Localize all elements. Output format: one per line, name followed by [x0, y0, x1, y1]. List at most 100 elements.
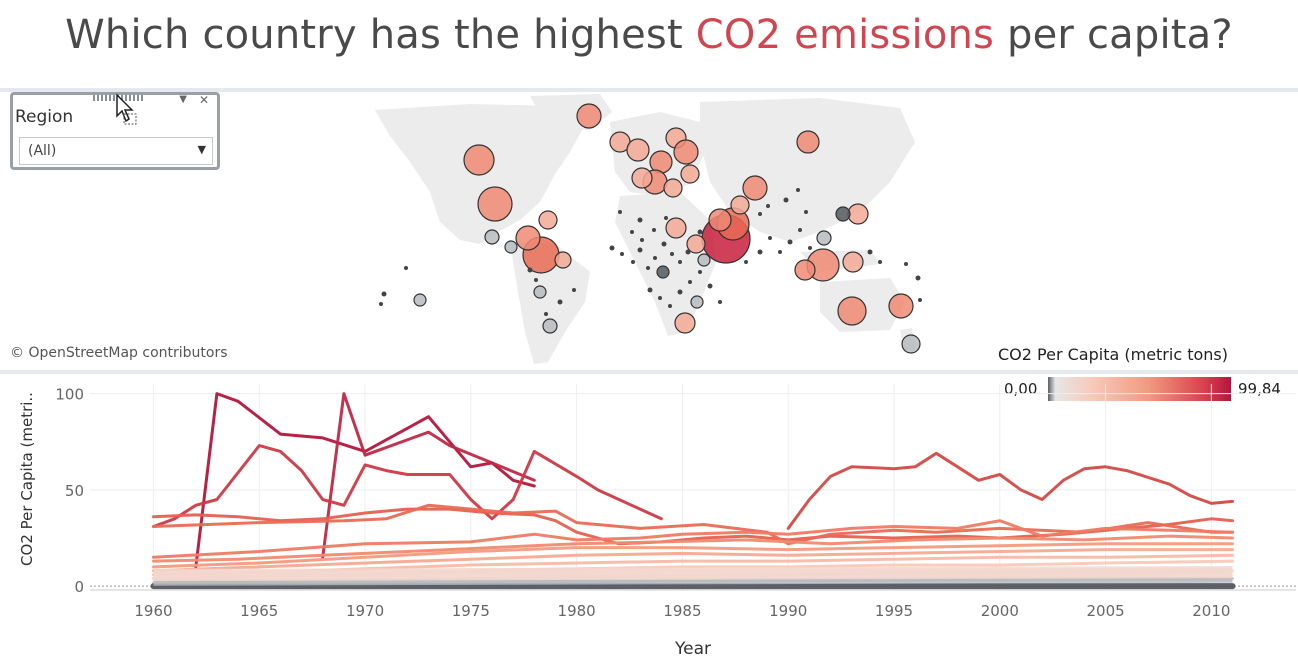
series-line[interactable] — [152, 444, 663, 528]
country-marker[interactable] — [778, 250, 782, 254]
country-marker[interactable] — [653, 256, 657, 260]
country-marker[interactable] — [837, 296, 867, 326]
country-marker[interactable] — [544, 312, 548, 316]
series-line[interactable] — [153, 569, 1233, 575]
country-marker[interactable] — [533, 285, 547, 299]
country-marker[interactable] — [557, 299, 563, 305]
country-marker[interactable] — [757, 249, 763, 255]
country-marker[interactable] — [835, 206, 851, 222]
country-marker[interactable] — [620, 252, 624, 256]
country-markers[interactable] — [379, 103, 922, 354]
country-marker[interactable] — [796, 130, 820, 154]
series-line[interactable] — [152, 542, 1234, 569]
country-marker[interactable] — [572, 288, 576, 292]
series-line[interactable] — [321, 392, 536, 559]
country-marker[interactable] — [808, 246, 812, 250]
country-marker[interactable] — [661, 241, 667, 247]
country-marker[interactable] — [888, 293, 914, 319]
country-marker[interactable] — [404, 266, 408, 270]
country-marker[interactable] — [798, 228, 802, 232]
country-marker[interactable] — [542, 318, 558, 334]
country-marker[interactable] — [647, 287, 653, 293]
country-marker[interactable] — [744, 260, 748, 264]
series-line[interactable] — [152, 548, 1234, 573]
country-marker[interactable] — [783, 197, 789, 203]
country-marker[interactable] — [677, 289, 683, 295]
country-marker[interactable] — [663, 178, 683, 198]
country-marker[interactable] — [652, 228, 656, 232]
series-line[interactable] — [786, 451, 1234, 530]
country-marker[interactable] — [658, 296, 662, 300]
country-marker[interactable] — [618, 210, 622, 214]
country-marker[interactable] — [804, 210, 808, 214]
country-marker[interactable] — [697, 253, 711, 267]
series-line[interactable] — [152, 534, 1234, 563]
world-map[interactable] — [0, 92, 1298, 370]
country-marker[interactable] — [381, 291, 387, 297]
country-marker[interactable] — [626, 138, 650, 162]
country-marker[interactable] — [730, 195, 750, 215]
series-line[interactable] — [153, 565, 1233, 572]
chevron-down-icon[interactable]: ▼ — [197, 143, 206, 156]
series-line[interactable] — [153, 578, 1233, 585]
series-line[interactable] — [152, 503, 1234, 546]
series-line[interactable] — [152, 519, 1234, 559]
country-marker[interactable] — [758, 212, 762, 216]
country-marker[interactable] — [379, 302, 383, 306]
country-marker[interactable] — [515, 225, 541, 251]
country-marker[interactable] — [787, 239, 793, 245]
country-marker[interactable] — [665, 217, 687, 239]
filter-menu-icon[interactable]: ▼ — [179, 94, 187, 105]
country-marker[interactable] — [674, 312, 696, 334]
series-line[interactable] — [153, 579, 1233, 586]
country-marker[interactable] — [690, 295, 704, 309]
country-marker[interactable] — [413, 293, 427, 307]
country-marker[interactable] — [707, 283, 713, 289]
country-marker[interactable] — [463, 144, 495, 176]
country-marker[interactable] — [680, 164, 700, 184]
country-marker[interactable] — [631, 260, 635, 264]
close-icon[interactable]: ✕ — [198, 93, 209, 107]
series-line[interactable] — [153, 573, 1233, 580]
country-marker[interactable] — [484, 229, 500, 245]
country-marker[interactable] — [646, 266, 650, 270]
country-marker[interactable] — [640, 238, 644, 242]
country-marker[interactable] — [631, 167, 653, 189]
country-marker[interactable] — [576, 103, 602, 129]
country-marker[interactable] — [901, 334, 921, 354]
country-marker[interactable] — [796, 188, 800, 192]
country-marker[interactable] — [816, 230, 832, 246]
region-select[interactable]: (All) ▼ — [19, 137, 213, 165]
series-line[interactable] — [153, 570, 1233, 577]
country-marker[interactable] — [904, 262, 908, 266]
series-line[interactable] — [153, 572, 1233, 579]
country-marker[interactable] — [697, 229, 703, 235]
country-marker[interactable] — [768, 236, 772, 240]
country-marker[interactable] — [554, 251, 572, 269]
country-marker[interactable] — [673, 139, 699, 165]
series-line[interactable] — [153, 576, 1233, 583]
country-marker[interactable] — [477, 186, 513, 222]
country-marker[interactable] — [664, 216, 668, 220]
series-layer[interactable] — [150, 392, 1236, 590]
country-marker[interactable] — [915, 275, 921, 281]
country-marker[interactable] — [688, 280, 692, 284]
country-marker[interactable] — [538, 210, 558, 230]
country-marker[interactable] — [686, 234, 706, 254]
country-marker[interactable] — [630, 230, 634, 234]
country-marker[interactable] — [656, 265, 670, 279]
country-marker[interactable] — [668, 304, 672, 308]
country-marker[interactable] — [534, 278, 538, 282]
country-marker[interactable] — [794, 259, 816, 281]
country-marker[interactable] — [637, 217, 643, 223]
country-marker[interactable] — [708, 208, 732, 232]
series-line[interactable] — [153, 575, 1233, 582]
country-marker[interactable] — [670, 252, 674, 256]
country-marker[interactable] — [847, 203, 869, 225]
country-marker[interactable] — [766, 204, 770, 208]
co2-line-chart[interactable]: 1960 1965 1970 1975 1980 1985 1990 1995 2000 2005… — [0, 374, 1298, 666]
country-marker[interactable] — [609, 245, 615, 251]
country-marker[interactable] — [698, 270, 702, 274]
country-marker[interactable] — [718, 300, 722, 304]
country-marker[interactable] — [685, 249, 691, 255]
